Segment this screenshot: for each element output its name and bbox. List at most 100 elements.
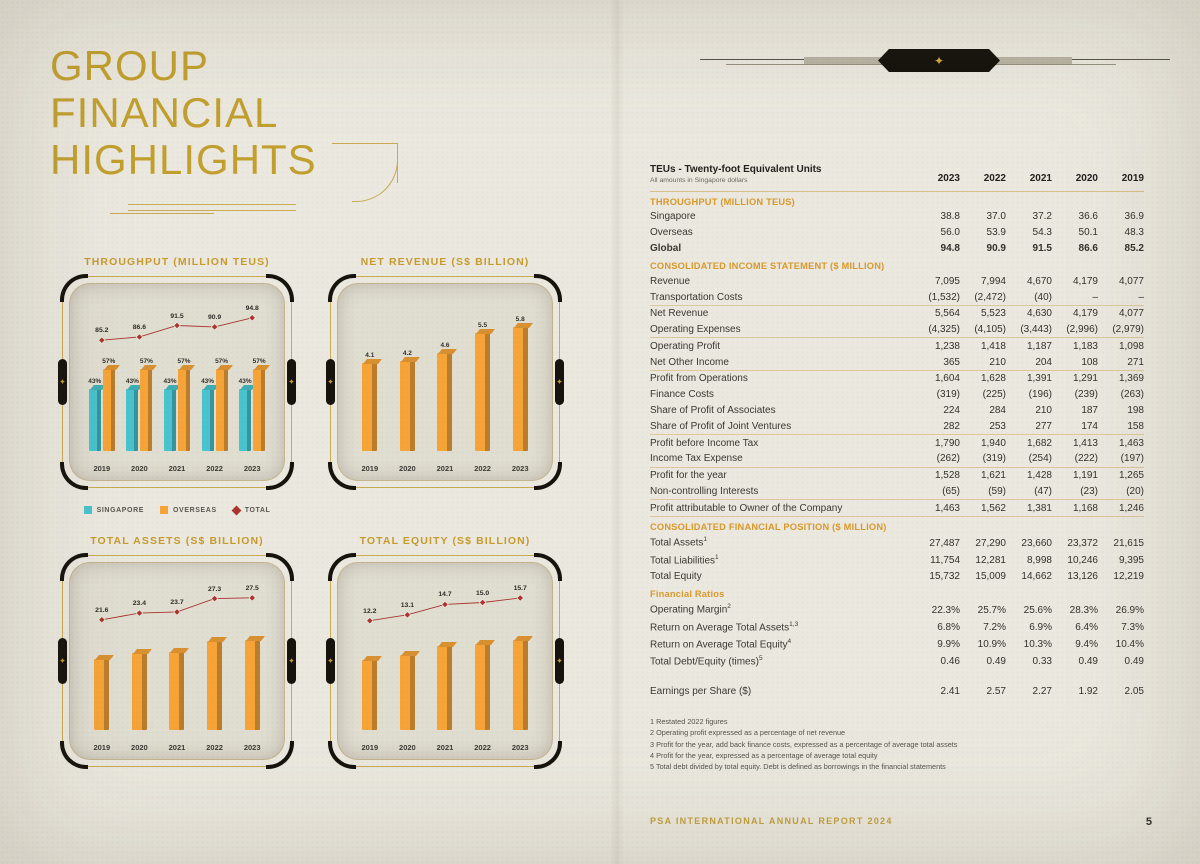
- bar-value-label: 57%: [215, 358, 229, 366]
- x-axis-year: 2020: [131, 464, 148, 473]
- row-label: Earnings per Share ($): [650, 685, 752, 697]
- row-label: Global: [650, 242, 682, 254]
- x-axis-year: 2021: [168, 464, 186, 473]
- row-value: 10.3%: [1023, 639, 1052, 650]
- year-column-header: 2019: [1121, 173, 1144, 184]
- row-value: 7,994: [980, 275, 1006, 287]
- row-value: 198: [1127, 404, 1144, 416]
- row-value: 38.8: [940, 211, 960, 223]
- overseas-bar: [140, 365, 158, 451]
- chart-plot: 12.2 13.1 14.7 15.0 15.7: [351, 568, 539, 730]
- row-value: 36.6: [1078, 211, 1098, 223]
- row-label: Overseas: [650, 227, 693, 239]
- diamond-marker-icon: [478, 598, 487, 607]
- row-value: 224: [943, 404, 960, 416]
- row-value: 25.7%: [977, 604, 1006, 616]
- row-value: 1,463: [1118, 437, 1144, 449]
- row-value: 15,732: [929, 570, 960, 582]
- line-value-label: 86.6: [132, 323, 147, 331]
- row-value: 365: [943, 356, 960, 368]
- bar-value-label: 4.2: [402, 350, 412, 358]
- diamond-marker-icon: [516, 594, 524, 602]
- table-header-row: TEUs - Twenty-foot Equivalent Units All …: [650, 164, 1144, 192]
- row-value: (196): [1028, 389, 1052, 401]
- table-row: Return on Average Total Equity4 9.9% 10.9%…: [650, 635, 1144, 652]
- row-value: 187: [1081, 404, 1098, 416]
- row-label: Revenue: [650, 275, 691, 287]
- row-label: Income Tax Expense: [650, 453, 743, 465]
- line-value-label: 27.3: [207, 585, 222, 593]
- frame-corner: [328, 553, 356, 581]
- row-value: 1,265: [1118, 470, 1144, 482]
- row-value: (4,325): [928, 324, 960, 336]
- bar-group: 43% 57%: [83, 289, 121, 451]
- singapore-bar: [239, 385, 257, 451]
- row-value: 253: [989, 420, 1006, 432]
- row-value: 50.1: [1078, 227, 1098, 239]
- row-value: 23,372: [1067, 537, 1098, 549]
- row-value: (23): [1080, 485, 1098, 497]
- table-row: Share of Profit of Associates 224 284 210 18…: [650, 403, 1144, 419]
- row-value: 4,179: [1072, 275, 1098, 287]
- diamond-marker-icon: [98, 336, 106, 344]
- table-row: Global 94.8 90.9 91.5 86.6 85.2: [650, 241, 1144, 257]
- net-revenue-bar: [399, 357, 420, 451]
- bar-group: 5.5: [464, 289, 502, 451]
- row-label: Profit from Operations: [650, 373, 748, 385]
- row-value: 10.9%: [977, 639, 1006, 650]
- page-title: GROUP FINANCIAL HIGHLIGHTS: [50, 42, 317, 184]
- table-header-label: TEUs - Twenty-foot Equivalent Units All …: [650, 164, 914, 184]
- star-icon: ✦: [933, 53, 945, 68]
- bar-groups: 4.1 4.2 4.6 5.5 5.8: [351, 289, 539, 451]
- row-value: (239): [1074, 389, 1098, 401]
- row-value: (1,532): [928, 291, 960, 303]
- table-row: Total Assets1 27,487 27,290 23,660 23,372 21,…: [650, 534, 1144, 551]
- row-value: 90.9: [986, 242, 1006, 254]
- row-value: 1,191: [1072, 470, 1098, 482]
- x-axis-year: 2020: [131, 743, 148, 752]
- footnote-ref: 4: [787, 637, 792, 645]
- row-value: 1,628: [980, 373, 1006, 385]
- line-value-label: 14.7: [438, 591, 452, 599]
- title-deco-rule-2: [110, 213, 214, 214]
- diamond-marker-icon: [173, 321, 181, 330]
- net-revenue-bar: [475, 329, 495, 451]
- row-value: 0.49: [986, 656, 1006, 668]
- row-value: 36.9: [1124, 211, 1144, 223]
- row-value: 6.4%: [1075, 621, 1098, 633]
- row-label: Operating Profit: [650, 340, 721, 352]
- ornament-bar-right: [988, 57, 1072, 64]
- ornament-bar-left: [804, 57, 888, 64]
- total-line: [98, 314, 256, 344]
- overseas-bar: [253, 365, 271, 451]
- table-row: Return on Average Total Assets1,3 6.8% 7.2…: [650, 618, 1144, 635]
- bar-value-label: 43%: [125, 378, 139, 386]
- line-value-label: 91.5: [170, 312, 184, 320]
- row-value: (263): [1120, 389, 1144, 401]
- table-section-heading: CONSOLIDATED FINANCIAL POSITION ($ MILLI…: [650, 522, 887, 533]
- frame-ornament-right: [287, 359, 296, 405]
- x-axis-year: 2022: [206, 743, 223, 752]
- x-axis-years: 2019 2020 2021 2022 2023: [83, 464, 271, 473]
- footnote-ref: 2: [727, 603, 731, 611]
- line-value-label: 27.5: [245, 584, 259, 592]
- bar-value-label: 57%: [102, 358, 116, 366]
- x-axis-year: 2019: [361, 743, 379, 752]
- row-value: 37.0: [986, 211, 1006, 223]
- line-value-label: 85.2: [95, 327, 109, 335]
- row-value: 1,940: [980, 437, 1006, 449]
- row-value: 1,418: [980, 340, 1006, 352]
- x-axis-year: 2023: [243, 743, 261, 752]
- row-value: 15,009: [975, 570, 1006, 582]
- row-value: 1,682: [1026, 437, 1052, 449]
- footnote-ref: 5: [758, 654, 763, 662]
- title-deco-arc: [352, 160, 398, 202]
- row-value: 23,660: [1021, 537, 1052, 549]
- table-row: Net Other Income 365 210 204 108 271: [650, 354, 1144, 370]
- row-value: 1,183: [1072, 340, 1098, 352]
- row-value: (3,443): [1020, 324, 1052, 336]
- bar-group: [196, 568, 234, 730]
- row-label: Operating Expenses: [650, 324, 741, 336]
- diamond-marker-icon: [248, 314, 256, 322]
- row-value: 0.33: [1032, 656, 1052, 668]
